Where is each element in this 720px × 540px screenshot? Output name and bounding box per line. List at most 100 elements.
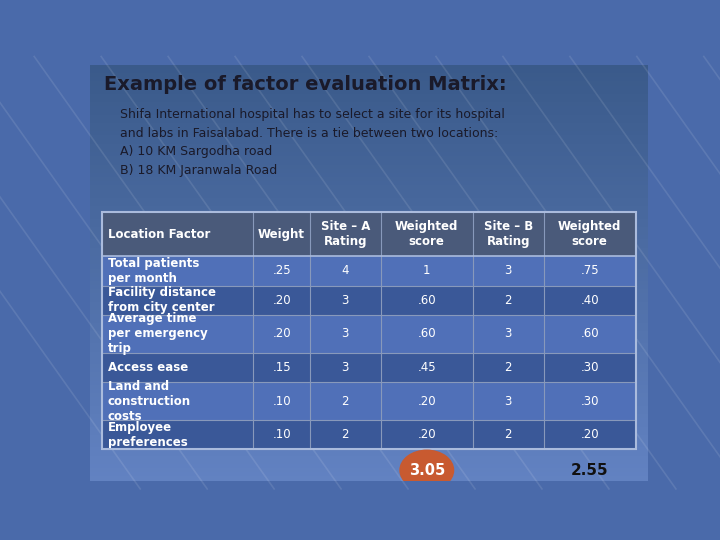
Text: Average time
per emergency
trip: Average time per emergency trip — [108, 312, 207, 355]
Bar — [90, 82, 648, 85]
Text: 2: 2 — [505, 294, 512, 307]
Text: Access ease: Access ease — [108, 361, 188, 374]
Text: .60: .60 — [418, 327, 436, 340]
Bar — [90, 331, 648, 335]
Bar — [90, 289, 648, 294]
Text: 1: 1 — [423, 264, 431, 278]
Bar — [90, 393, 648, 397]
Bar — [102, 353, 636, 382]
Bar — [90, 114, 648, 119]
Bar — [90, 302, 648, 306]
Text: 3: 3 — [505, 327, 512, 340]
Text: .75: .75 — [580, 264, 599, 278]
Bar — [90, 456, 648, 460]
Bar — [90, 327, 648, 331]
Bar — [90, 322, 648, 327]
Bar — [102, 256, 636, 286]
Bar — [90, 90, 648, 94]
Bar — [90, 381, 648, 385]
Text: 3.05: 3.05 — [409, 463, 445, 478]
Text: .20: .20 — [418, 428, 436, 441]
Text: .20: .20 — [272, 327, 291, 340]
Text: .45: .45 — [418, 361, 436, 374]
Bar — [90, 435, 648, 439]
Bar — [90, 210, 648, 214]
Bar — [90, 177, 648, 181]
Bar — [90, 73, 648, 77]
Bar — [90, 173, 648, 177]
Bar — [90, 298, 648, 302]
Bar — [90, 248, 648, 252]
Text: 2: 2 — [505, 361, 512, 374]
Bar — [90, 165, 648, 168]
Bar — [90, 148, 648, 152]
Text: 2: 2 — [505, 428, 512, 441]
Bar — [90, 260, 648, 265]
Text: Employee
preferences: Employee preferences — [108, 421, 188, 449]
Bar — [90, 277, 648, 281]
Bar — [90, 198, 648, 202]
Bar — [90, 402, 648, 406]
Bar — [90, 422, 648, 427]
Bar — [90, 476, 648, 481]
Text: .10: .10 — [272, 395, 291, 408]
Text: .20: .20 — [418, 395, 436, 408]
Bar — [90, 314, 648, 319]
Text: 3: 3 — [341, 327, 349, 340]
Text: 2: 2 — [341, 395, 349, 408]
Bar — [90, 348, 648, 352]
Bar — [90, 306, 648, 310]
Bar — [90, 185, 648, 190]
Bar — [90, 168, 648, 173]
Text: .30: .30 — [580, 395, 599, 408]
Bar — [90, 443, 648, 447]
Bar — [90, 343, 648, 348]
Text: 3: 3 — [505, 395, 512, 408]
Text: Total patients
per month: Total patients per month — [108, 257, 199, 285]
Bar — [102, 212, 636, 256]
Bar — [90, 256, 648, 260]
Bar — [90, 294, 648, 298]
Bar — [90, 202, 648, 206]
Bar — [90, 410, 648, 414]
Text: .25: .25 — [272, 264, 291, 278]
Bar — [90, 377, 648, 381]
Bar — [90, 156, 648, 160]
Text: .15: .15 — [272, 361, 291, 374]
Text: 3: 3 — [341, 361, 349, 374]
Text: Weighted
score: Weighted score — [558, 220, 621, 248]
Text: Weight: Weight — [258, 228, 305, 241]
Bar — [90, 219, 648, 223]
Bar — [90, 389, 648, 393]
Bar — [90, 244, 648, 248]
Bar — [90, 252, 648, 256]
Bar — [90, 273, 648, 277]
Bar — [90, 281, 648, 285]
Text: .40: .40 — [580, 294, 599, 307]
Bar — [90, 235, 648, 239]
Text: Weighted
score: Weighted score — [395, 220, 459, 248]
Bar — [90, 468, 648, 472]
Bar — [90, 102, 648, 106]
Bar — [90, 460, 648, 464]
Text: Example of factor evaluation Matrix:: Example of factor evaluation Matrix: — [104, 75, 507, 94]
Text: Location Factor: Location Factor — [108, 228, 210, 241]
Bar — [90, 131, 648, 136]
Bar — [90, 418, 648, 422]
Bar — [102, 420, 636, 449]
Text: 2: 2 — [341, 428, 349, 441]
Text: .20: .20 — [272, 294, 291, 307]
Bar — [90, 439, 648, 443]
Bar — [90, 206, 648, 210]
Bar — [90, 397, 648, 402]
Text: Facility distance
from city center: Facility distance from city center — [108, 286, 216, 314]
Bar — [90, 106, 648, 111]
Bar — [90, 352, 648, 356]
Bar — [102, 382, 636, 420]
Bar — [90, 339, 648, 343]
Bar — [90, 190, 648, 194]
Bar — [90, 373, 648, 377]
Bar — [90, 111, 648, 114]
Bar — [90, 447, 648, 451]
Text: .20: .20 — [580, 428, 599, 441]
